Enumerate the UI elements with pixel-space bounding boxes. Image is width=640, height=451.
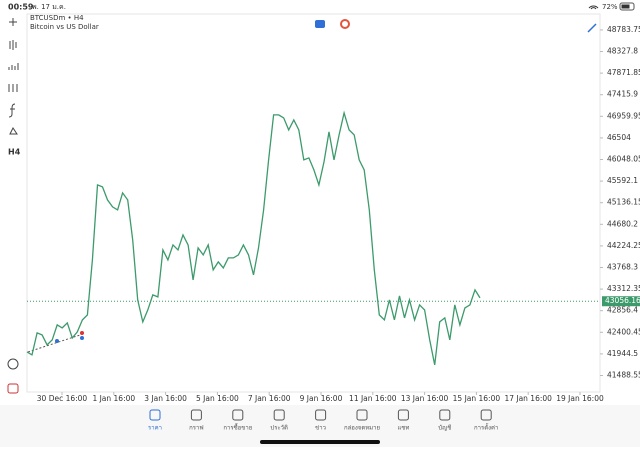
trade-button[interactable] [315, 20, 325, 28]
analysis-tool[interactable] [7, 358, 19, 370]
y-tick-label: 47415.9 [607, 90, 638, 99]
battery-icon [619, 2, 635, 11]
status-time: 00:59 [8, 3, 34, 12]
current-price-label: 43056.16 [605, 296, 640, 305]
y-tick-label: 47871.85 [607, 68, 640, 77]
x-tick-label: 3 Jan 16:00 [144, 394, 187, 403]
indicator-button[interactable] [340, 19, 350, 29]
y-tick-label: 45592.1 [607, 176, 638, 185]
sell-marker [80, 331, 84, 335]
tab-icon[interactable] [480, 409, 492, 421]
x-tick-label: 13 Jan 16:00 [401, 394, 449, 403]
wifi-icon [588, 5, 599, 10]
x-tick-label: 11 Jan 16:00 [349, 394, 397, 403]
status-date: พ. 17 ม.ค. [32, 3, 66, 11]
indicators-tool[interactable] [8, 84, 18, 92]
left-toolbar [7, 18, 19, 394]
tab-label[interactable]: การซื้อขาย [223, 422, 252, 432]
tab-icon[interactable] [149, 409, 161, 421]
x-tick-label: 15 Jan 16:00 [453, 394, 501, 403]
tab-icon[interactable] [273, 409, 285, 421]
tab-label[interactable]: ข่าว [315, 425, 326, 432]
function-tool[interactable] [8, 103, 16, 118]
chart-type-tool[interactable] [9, 40, 17, 50]
tab-label[interactable]: ราคา [148, 425, 162, 432]
tab-icon[interactable] [190, 409, 202, 421]
price-line [26, 110, 481, 366]
trade-history-line [27, 334, 81, 353]
x-tick-label: 30 Dec 16:00 [37, 394, 88, 403]
x-tick-label: 9 Jan 16:00 [300, 394, 343, 403]
x-tick-label: 7 Jan 16:00 [248, 394, 291, 403]
home-indicator [260, 440, 380, 444]
draw-button[interactable] [587, 23, 597, 33]
y-tick-label: 41488.55 [607, 370, 640, 379]
x-tick-label: 17 Jan 16:00 [504, 394, 552, 403]
x-tick-label: 19 Jan 16:00 [556, 394, 604, 403]
y-tick-label: 46048.05 [607, 155, 640, 164]
y-tick-label: 43768.3 [607, 263, 638, 272]
volume-tool[interactable] [8, 63, 19, 70]
timeframe[interactable]: H4 [8, 148, 21, 157]
y-tick-label: 48783.75 [607, 25, 640, 34]
tab-label[interactable]: การตั้งค่า [474, 422, 498, 432]
tab-label[interactable]: บัญชี [438, 424, 451, 432]
plot-frame [26, 13, 601, 393]
y-tick-label: 42856.4 [607, 306, 638, 315]
tab-icon[interactable] [397, 409, 409, 421]
y-tick-label: 41944.5 [607, 349, 638, 358]
y-tick-label: 43312.35 [607, 284, 640, 293]
y-tick-label: 48327.8 [607, 47, 638, 56]
news-tool[interactable] [7, 383, 19, 394]
buy-marker [80, 336, 84, 340]
symbol-title: BTCUSDm • H4 [30, 14, 84, 22]
tab-icon[interactable] [315, 409, 327, 421]
tab-icon[interactable] [356, 409, 368, 421]
tab-label[interactable]: กราฟ [189, 425, 203, 432]
buy-marker [55, 339, 59, 343]
objects-tool[interactable] [9, 127, 18, 135]
tab-label[interactable]: ประวัติ [270, 425, 288, 432]
y-tick-label: 46959.95 [607, 111, 640, 120]
x-tick-label: 1 Jan 16:00 [92, 394, 135, 403]
y-tick-label: 42400.45 [607, 327, 640, 336]
y-tick-label: 44680.2 [607, 219, 638, 228]
symbol-subtitle: Bitcoin vs US Dollar [30, 23, 99, 31]
status-battery: 72% [602, 3, 618, 11]
battery-level [621, 4, 630, 9]
y-tick-label: 46504 [607, 133, 631, 142]
tab-icon[interactable] [232, 409, 244, 421]
x-tick-label: 5 Jan 16:00 [196, 394, 239, 403]
crosshair-tool[interactable] [9, 18, 17, 26]
tab-label[interactable]: แชท [397, 425, 409, 432]
y-tick-label: 45136.15 [607, 198, 640, 207]
current-price-box [602, 296, 640, 307]
tab-label[interactable]: กล่องจดหมาย [344, 425, 380, 432]
y-tick-label: 44224.25 [607, 241, 640, 250]
tab-icon[interactable] [439, 409, 451, 421]
